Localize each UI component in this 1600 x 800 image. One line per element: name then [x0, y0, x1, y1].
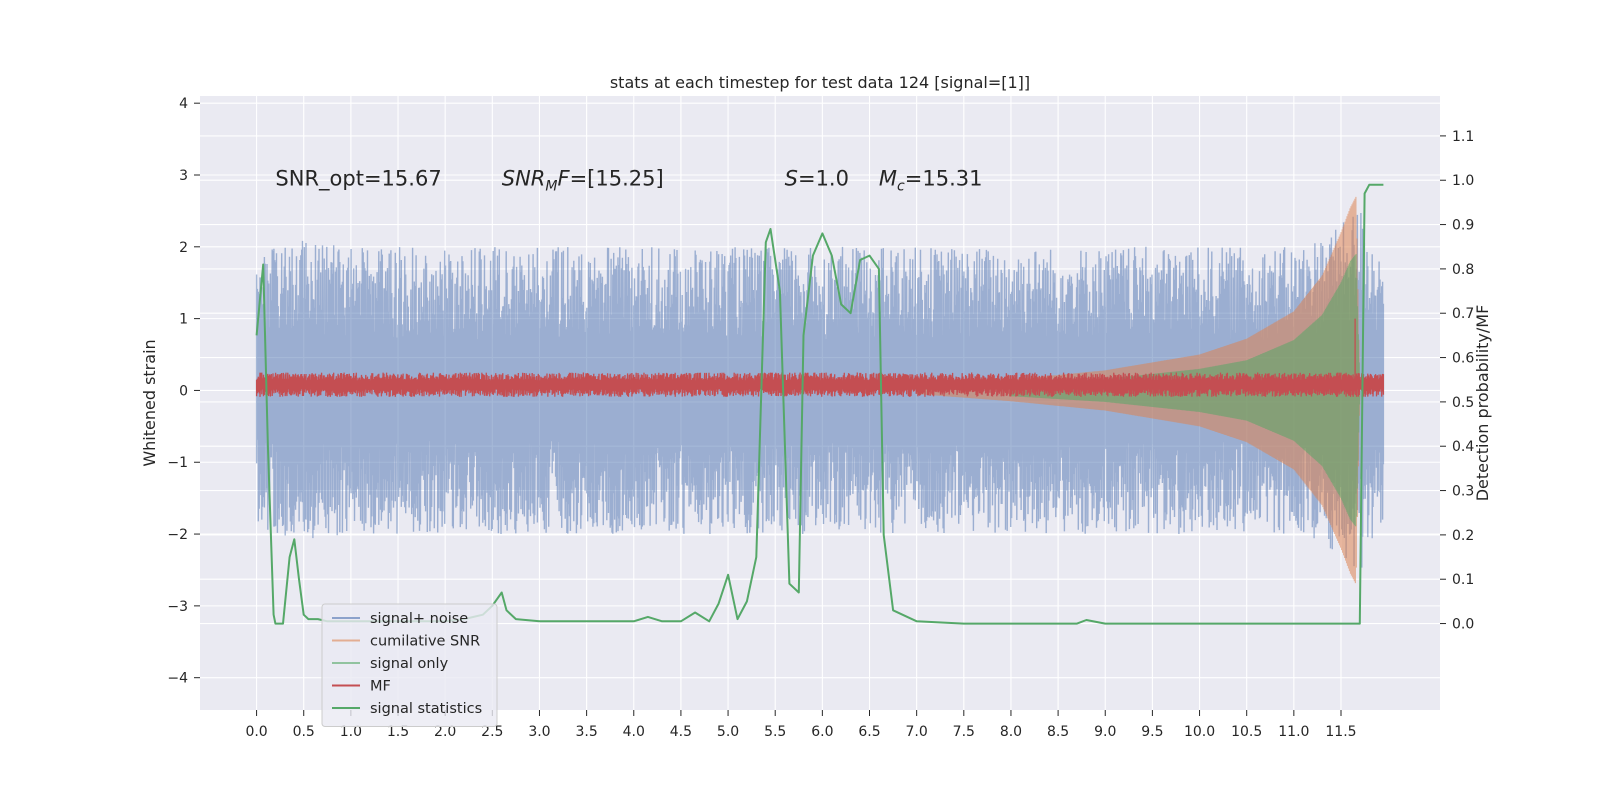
x-tick-label: 7.5 — [953, 724, 975, 740]
y2-tick-label: 0.3 — [1452, 484, 1474, 500]
legend: signal+ noise cumilative SNR signal only MF… — [321, 603, 498, 727]
x-tick-label: 6.0 — [811, 724, 833, 740]
legend-label: signal+ noise — [370, 611, 468, 627]
y2-tick-label: 0.4 — [1452, 439, 1474, 455]
legend-label: signal only — [370, 656, 449, 672]
legend-label: cumilative SNR — [370, 634, 480, 650]
x-tick-label: 3.0 — [528, 724, 550, 740]
x-tick-label: 10.0 — [1184, 724, 1215, 740]
y2-tick-label: 1.1 — [1452, 129, 1474, 145]
y2-tick-label: 0.9 — [1452, 218, 1474, 234]
x-tick-label: 2.5 — [481, 724, 503, 740]
legend-label: MF — [370, 679, 391, 695]
x-tick-label: 4.0 — [623, 724, 645, 740]
x-tick-label: 0.5 — [293, 724, 315, 740]
x-tick-label: 7.0 — [906, 724, 928, 740]
y-tick-label: 1 — [179, 312, 188, 328]
series-line — [255, 318, 1385, 397]
x-tick-label: 4.5 — [670, 724, 692, 740]
chart-title: stats at each timestep for test data 124… — [610, 73, 1030, 92]
annotation-text: SNR_opt=15.67 — [275, 167, 441, 192]
x-tick-label: 0.0 — [245, 724, 267, 740]
x-tick-label: 8.0 — [1000, 724, 1022, 740]
x-tick-label: 5.0 — [717, 724, 739, 740]
y2-tick-label: 0.1 — [1452, 572, 1474, 588]
annotations: SNR_opt=15.67 SNRMF=[15.25] S=1.0 Mc=15.31 — [275, 167, 982, 195]
y-tick-label: 0 — [179, 383, 188, 399]
x-tick-label: 11.0 — [1278, 724, 1309, 740]
x-tick-label: 3.5 — [575, 724, 597, 740]
annotation-text: S=1.0 — [785, 167, 849, 191]
series-4 — [255, 318, 1385, 397]
y-tick-label: 4 — [179, 96, 188, 112]
x-tick-label: 1.0 — [340, 724, 362, 740]
y2-tick-label: 0.2 — [1452, 528, 1474, 544]
y-tick-label: 3 — [179, 168, 188, 184]
x-tick-label: 2.0 — [434, 724, 456, 740]
legend-box — [321, 603, 498, 727]
y2-tick-label: 0.6 — [1452, 351, 1474, 367]
x-tick-label: 9.0 — [1094, 724, 1116, 740]
legend-label: signal statistics — [370, 701, 482, 717]
y-tick-label: −4 — [167, 671, 188, 687]
y-tick-label: −3 — [167, 599, 188, 615]
x-tick-label: 9.5 — [1141, 724, 1163, 740]
y2-tick-label: 0.0 — [1452, 617, 1474, 633]
axis-ticks: 0.0 0.5 1.0 1.5 2.0 2.5 3.0 3.5 4.0 4.5 5.0 5.5 6.0 6… — [167, 96, 1474, 740]
x-tick-label: 5.5 — [764, 724, 786, 740]
annotation-text: SNRMF=[15.25] — [502, 167, 664, 195]
x-tick-label: 1.5 — [387, 724, 409, 740]
y-axis-label: Whitened strain — [140, 339, 159, 466]
y2-tick-label: 0.7 — [1452, 306, 1474, 322]
y2-tick-label: 0.8 — [1452, 262, 1474, 278]
y2-tick-label: 1.0 — [1452, 173, 1474, 189]
x-tick-label: 10.5 — [1231, 724, 1262, 740]
y2-tick-label: 0.5 — [1452, 395, 1474, 411]
annotation-text: Mc=15.31 — [879, 167, 983, 195]
y2-axis-label: Detection probability/MF — [1473, 305, 1492, 502]
y-tick-label: 2 — [179, 240, 188, 256]
x-tick-label: 6.5 — [858, 724, 880, 740]
y-tick-label: −2 — [167, 527, 188, 543]
y-tick-label: −1 — [167, 455, 188, 471]
x-tick-label: 8.5 — [1047, 724, 1069, 740]
x-tick-label: 11.5 — [1325, 724, 1356, 740]
